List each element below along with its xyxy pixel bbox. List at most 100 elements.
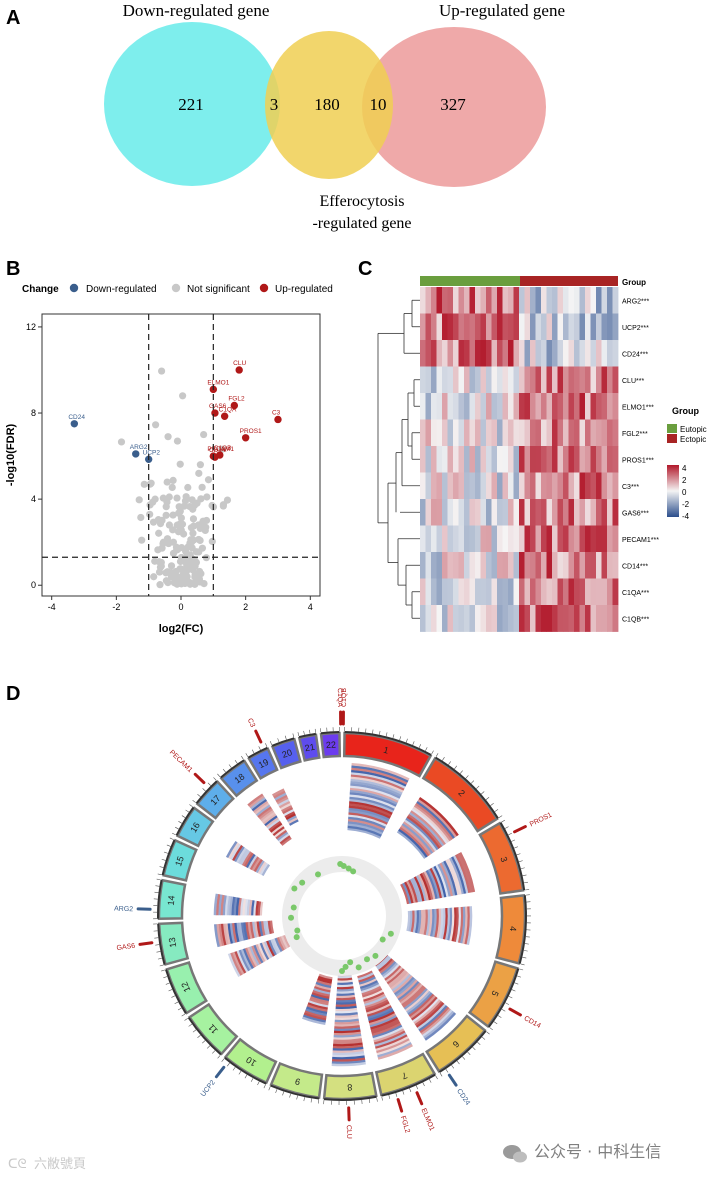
heat-band (248, 795, 265, 809)
ns-point (155, 558, 163, 566)
chr-tick (171, 995, 176, 998)
heat-band (288, 819, 299, 826)
ns-point (187, 524, 196, 532)
chr-tick (222, 768, 226, 773)
chr-tick (523, 881, 528, 884)
chr-tick (456, 1060, 460, 1065)
heat-cell (436, 419, 443, 447)
heat-cell (425, 419, 432, 447)
scatter-dot (299, 879, 306, 886)
gene-label: CLU*** (622, 378, 644, 385)
gene-marker-pros1 (513, 825, 527, 834)
heat-band (334, 1016, 359, 1021)
legend-title: Change (22, 284, 59, 295)
heat-cell (469, 419, 476, 447)
heat-band (238, 949, 251, 972)
heat-band (412, 998, 440, 1023)
ns-point (169, 511, 177, 519)
legend-swatch-up (259, 283, 269, 293)
heat-cell (574, 287, 580, 314)
chromosome-label: 2 (456, 788, 467, 799)
heat-cell (568, 472, 575, 500)
heat-cell (513, 472, 520, 500)
heat-band (225, 840, 238, 858)
heatmap-dendrogram (377, 299, 420, 619)
heat-cell (480, 605, 487, 632)
heat-band (395, 978, 417, 998)
chromosome-outline (157, 923, 166, 965)
heat-cell (442, 605, 448, 632)
heat-cell (442, 472, 448, 500)
heat-cell (458, 446, 465, 473)
chr-tick (303, 730, 305, 735)
heat-band (306, 1004, 328, 1013)
heat-cell (590, 499, 597, 526)
chromosome-outline (161, 839, 176, 876)
gene-marker-pecam1 (193, 772, 206, 785)
heat-band (417, 1003, 447, 1030)
heat-cell (469, 472, 476, 500)
ns-point (184, 561, 192, 569)
heat-cell (436, 472, 443, 500)
heat-cell (436, 446, 443, 473)
heat-cell (436, 393, 443, 420)
heat-cell (530, 313, 536, 341)
chr-tick (525, 889, 530, 891)
heat-band (243, 852, 254, 867)
heat-cell (486, 605, 492, 632)
chr-tick (184, 1018, 189, 1021)
chromosome-14 (157, 878, 187, 920)
heat-band (411, 996, 438, 1021)
heat-cell (530, 472, 536, 500)
heat-band (280, 804, 293, 813)
gene-label: C1QB*** (622, 616, 650, 623)
heat-band (305, 1006, 328, 1015)
scale-tick-4: 4 (682, 464, 687, 473)
scatter-dot (347, 959, 354, 966)
chr-tick (226, 1062, 230, 1067)
heat-cell (524, 605, 531, 632)
legend-swatch-down (69, 283, 79, 293)
heat-cell (596, 419, 602, 447)
chromosome-outline (438, 1030, 487, 1073)
heat-cell (546, 552, 553, 579)
heat-cell (585, 472, 591, 500)
ns-point (204, 476, 213, 484)
scatter-dot (372, 952, 379, 959)
heat-cell (574, 552, 580, 579)
ns-point (167, 562, 176, 570)
chr-tick (522, 874, 527, 877)
heat-band (336, 990, 355, 995)
chromosome-18 (219, 759, 259, 798)
heat-cell (546, 499, 553, 526)
gene-label-elmo1: ELMO1 (420, 1107, 436, 1132)
chromosome-7 (374, 1052, 437, 1097)
chr-tick (292, 733, 295, 738)
heat-band (415, 875, 427, 901)
heat-cell (425, 313, 432, 341)
heat-band (402, 882, 412, 904)
heat-cell (519, 552, 525, 579)
chromosome-outline (195, 780, 218, 804)
chr-tick (442, 757, 445, 761)
chr-tick (439, 1072, 443, 1077)
heat-cell (612, 287, 619, 314)
chr-tick (511, 839, 516, 842)
point-label-fgl2: FGL2 (228, 395, 245, 402)
heat-cell (607, 446, 613, 473)
heat-band (229, 843, 242, 860)
heat-cell (612, 393, 619, 420)
heat-band (377, 956, 392, 971)
heat-cell (557, 313, 564, 341)
chr-tick (314, 728, 317, 733)
heat-cell (557, 472, 564, 500)
heat-band (419, 1006, 450, 1034)
heat-cell (574, 605, 580, 632)
chr-tick (159, 866, 164, 868)
heat-cell (596, 393, 602, 420)
ns-point (162, 511, 170, 519)
heat-cell (453, 552, 459, 579)
heat-cell (596, 552, 602, 579)
scatter-dot (294, 927, 301, 934)
heat-band (255, 860, 265, 874)
